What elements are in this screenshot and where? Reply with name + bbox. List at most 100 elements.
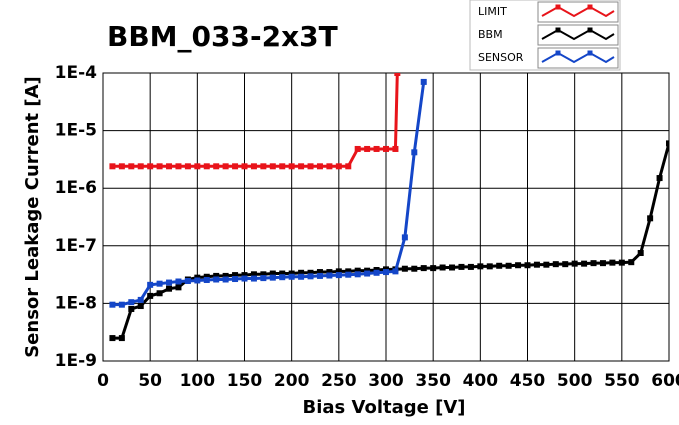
data-point bbox=[222, 272, 229, 279]
data-point bbox=[213, 276, 220, 283]
data-point bbox=[552, 261, 559, 268]
data-point bbox=[241, 275, 248, 282]
data-point bbox=[137, 296, 144, 303]
x-tick-label: 50 bbox=[138, 371, 162, 391]
data-point bbox=[156, 280, 163, 287]
data-point bbox=[533, 261, 540, 268]
data-point bbox=[354, 145, 361, 152]
data-point bbox=[383, 269, 389, 276]
data-point bbox=[279, 163, 286, 170]
data-point bbox=[288, 273, 295, 280]
data-point bbox=[298, 269, 305, 276]
data-point bbox=[326, 269, 333, 276]
data-point bbox=[260, 271, 267, 278]
data-point bbox=[128, 305, 135, 312]
data-point bbox=[260, 163, 267, 170]
data-point bbox=[326, 163, 333, 170]
data-point bbox=[288, 270, 295, 277]
data-point bbox=[411, 149, 418, 156]
data-point bbox=[618, 259, 625, 266]
data-point bbox=[194, 163, 201, 170]
legend-marker bbox=[587, 27, 593, 33]
data-point bbox=[109, 163, 116, 170]
data-point bbox=[496, 262, 503, 269]
x-tick-label: 400 bbox=[463, 371, 499, 391]
data-point bbox=[166, 285, 173, 292]
y-tick-label: 1E-9 bbox=[55, 351, 97, 371]
data-point bbox=[194, 277, 201, 284]
y-tick-label: 1E-5 bbox=[55, 121, 97, 141]
legend-swatch bbox=[541, 5, 615, 18]
data-point bbox=[269, 270, 276, 277]
x-tick-label: 450 bbox=[510, 371, 546, 391]
data-point bbox=[420, 265, 427, 272]
legend-marker bbox=[587, 4, 593, 10]
data-point bbox=[316, 272, 323, 279]
data-point bbox=[109, 335, 116, 342]
data-point bbox=[345, 163, 352, 170]
legend-marker bbox=[555, 27, 561, 33]
series-line bbox=[112, 81, 426, 307]
data-point bbox=[118, 163, 125, 170]
y-tick-label: 1E-7 bbox=[55, 236, 97, 256]
legend-marker bbox=[555, 50, 561, 56]
x-tick-label: 300 bbox=[368, 371, 404, 391]
data-point bbox=[383, 145, 389, 152]
data-point bbox=[486, 263, 493, 270]
data-point bbox=[364, 270, 371, 277]
data-point bbox=[241, 163, 248, 170]
data-point bbox=[147, 292, 154, 299]
data-point bbox=[656, 175, 663, 182]
x-tick-label: 200 bbox=[274, 371, 310, 391]
data-point bbox=[326, 272, 333, 279]
data-point bbox=[307, 163, 314, 170]
data-point bbox=[458, 263, 465, 270]
legend-marker bbox=[587, 50, 593, 56]
data-point bbox=[241, 272, 248, 279]
y-tick-label: 1E-8 bbox=[55, 293, 97, 313]
data-point bbox=[637, 249, 644, 256]
data-point bbox=[203, 276, 210, 283]
data-point bbox=[118, 301, 125, 308]
data-point bbox=[260, 275, 267, 282]
legend-label: LIMIT bbox=[478, 5, 507, 18]
data-point bbox=[232, 276, 239, 283]
legend-label: SENSOR bbox=[478, 51, 524, 64]
data-point bbox=[515, 262, 522, 269]
legend-marker bbox=[555, 4, 561, 10]
data-point bbox=[590, 260, 597, 267]
data-point bbox=[439, 264, 446, 271]
data-point bbox=[250, 271, 257, 278]
data-point bbox=[477, 263, 484, 270]
data-point bbox=[449, 264, 456, 271]
data-point bbox=[222, 276, 229, 283]
data-point bbox=[118, 335, 125, 342]
x-tick-label: 0 bbox=[97, 371, 109, 391]
data-point bbox=[109, 301, 116, 308]
data-point bbox=[345, 271, 352, 278]
data-point bbox=[524, 262, 531, 269]
y-axis-label: Sensor Leakage Current [A] bbox=[22, 76, 43, 358]
data-point bbox=[373, 269, 380, 276]
data-point bbox=[647, 215, 654, 222]
data-point bbox=[394, 73, 401, 76]
x-tick-label: 100 bbox=[180, 371, 216, 391]
x-tick-label: 250 bbox=[321, 371, 357, 391]
data-point bbox=[562, 261, 569, 268]
data-point bbox=[128, 163, 135, 170]
data-point bbox=[581, 260, 588, 267]
data-point bbox=[316, 269, 323, 276]
chart-title: BBM_033-2x3T bbox=[107, 20, 338, 53]
data-point bbox=[156, 290, 163, 297]
x-tick-label: 500 bbox=[557, 371, 593, 391]
data-point bbox=[505, 262, 512, 269]
data-point bbox=[203, 163, 210, 170]
data-point bbox=[467, 263, 474, 270]
data-point bbox=[213, 163, 220, 170]
data-point bbox=[392, 268, 399, 275]
legend-swatch bbox=[541, 51, 615, 64]
data-point bbox=[203, 273, 210, 280]
x-tick-label: 150 bbox=[227, 371, 263, 391]
